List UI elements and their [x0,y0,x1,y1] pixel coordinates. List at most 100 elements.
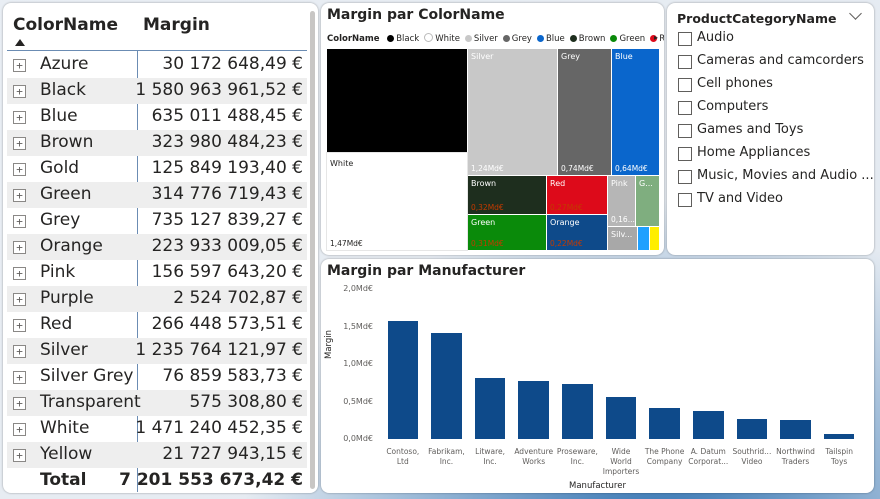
treemap-tile-yellow[interactable] [650,227,659,250]
checkbox[interactable] [678,124,692,138]
row-margin-value: 735 127 839,27 € [151,210,303,230]
table-row[interactable]: + Brown 323 980 484,23 € [7,130,307,156]
table-row[interactable]: + Silver 1 235 764 121,97 € [7,338,307,364]
legend-label: Brown [578,34,606,44]
legend-item[interactable]: Green [610,34,645,44]
table-row[interactable]: + Purple 2 524 702,87 € [7,286,307,312]
bar[interactable] [562,383,593,439]
bar[interactable] [780,420,811,439]
treemap-tile-brown[interactable]: Brown 0,32Md€ [468,176,546,214]
expand-icon[interactable]: + [13,397,26,410]
tile-value: 0,31Md€ [471,239,504,248]
x-tick-line: Tailspin [825,447,853,456]
treemap-tile-pink[interactable]: Pink 0,16... [608,176,635,226]
legend-item[interactable]: Black [387,34,419,44]
treemap-tile-azure[interactable] [638,227,649,250]
legend-item[interactable]: Silver [464,34,498,44]
expand-icon[interactable]: + [13,59,26,72]
slicer-title: ProductCategoryName [677,11,837,26]
x-tick-line: Northwind [776,447,815,456]
table-row[interactable]: + Black 1 580 963 961,52 € [7,78,307,104]
expand-icon[interactable]: + [13,85,26,98]
table-row[interactable]: + Red 266 448 573,51 € [7,312,307,338]
table-row[interactable]: + Blue 635 011 488,45 € [7,104,307,130]
column-header-colorname[interactable]: ColorName [13,15,118,35]
expand-icon[interactable]: + [13,449,26,462]
treemap-tile-g[interactable]: G... [636,176,659,226]
row-color-name: Silver Grey [40,366,134,386]
margin-by-color-treemap[interactable]: Margin par ColorName ColorName Black Whit… [321,3,664,255]
table-row[interactable]: + Silver Grey 76 859 583,73 € [7,364,307,390]
column-header-margin[interactable]: Margin [143,15,210,35]
bar[interactable] [736,418,768,439]
treemap-tile-grey[interactable]: Grey 0,74Md€ [558,49,611,175]
table-row[interactable]: + Gold 125 849 193,40 € [7,156,307,182]
bar[interactable] [474,377,506,439]
checkbox[interactable] [678,101,692,115]
bar[interactable] [605,397,637,439]
table-row[interactable]: + Yellow 21 727 943,15 € [7,442,307,468]
expand-icon[interactable]: + [13,215,26,228]
expand-icon[interactable]: + [13,371,26,384]
bar[interactable] [518,380,549,439]
x-tick-line: Traders [781,457,810,466]
slicer-item-label: Computers [697,99,769,114]
treemap-tile-silver[interactable]: Silver 1,24Md€ [468,49,557,175]
bar[interactable] [823,433,855,439]
chevron-down-icon[interactable] [849,7,862,20]
expand-icon[interactable]: + [13,163,26,176]
checkbox[interactable] [678,78,692,92]
expand-icon[interactable]: + [13,423,26,436]
bar[interactable] [693,410,724,439]
checkbox[interactable] [678,32,692,46]
legend-label: Black [396,34,420,44]
table-row[interactable]: + White 1 471 240 452,35 € [7,416,307,442]
legend-item[interactable]: Brown [569,34,606,44]
checkbox[interactable] [678,55,692,69]
treemap-tile-red[interactable]: Red 0,27Md€ [547,176,607,214]
treemap-tile-orange[interactable]: Orange 0,22Md€ [547,215,607,250]
tile-value: 1,47Md€ [330,239,363,248]
expand-icon[interactable]: + [13,189,26,202]
table-row[interactable]: + Azure 30 172 648,49 € [7,52,307,78]
margin-by-manufacturer-chart[interactable]: Margin par Manufacturer Margin 0,0Md€ 0,5… [321,259,874,493]
legend-item[interactable]: Blue [536,34,565,44]
table-row[interactable]: + Pink 156 597 643,20 € [7,260,307,286]
table-row[interactable]: + Transparent 575 308,80 € [7,390,307,416]
table-row[interactable]: + Orange 223 933 009,05 € [7,234,307,260]
bar[interactable] [387,321,419,439]
checkbox[interactable] [678,193,692,207]
treemap-tile-black[interactable] [327,49,467,153]
header-divider [7,50,307,51]
x-tick-line: World [610,457,632,466]
legend-item[interactable]: Red [650,34,664,44]
legend-item[interactable]: White [424,33,460,44]
expand-icon[interactable]: + [13,345,26,358]
row-margin-value: 635 011 488,45 € [151,106,303,126]
expand-icon[interactable]: + [13,111,26,124]
treemap-tile-white[interactable]: White 1,47Md€ [326,152,468,251]
slicer-item-label: Music, Movies and Audio ... [697,168,874,183]
product-category-slicer[interactable]: ProductCategoryName Audio Cameras and cam… [667,3,874,255]
expand-icon[interactable]: + [13,293,26,306]
expand-icon[interactable]: + [13,267,26,280]
table-row[interactable]: + Green 314 776 719,43 € [7,182,307,208]
legend-next-arrow-icon[interactable]: ▸ [654,33,659,42]
table-row[interactable]: + Grey 735 127 839,27 € [7,208,307,234]
legend-item[interactable]: Grey [502,34,532,44]
row-margin-value: 575 308,80 € [189,392,303,412]
bar[interactable] [431,332,462,439]
treemap-tile-blue[interactable]: Blue 0,64Md€ [612,49,659,175]
row-color-name: Pink [40,262,76,282]
tile-label: White [330,159,354,168]
margin-by-color-matrix[interactable]: ColorName Margin + Azure 30 172 648,49 € + B… [3,3,318,493]
checkbox[interactable] [678,170,692,184]
treemap-tile-silv[interactable]: Silv... [608,227,637,250]
expand-icon[interactable]: + [13,137,26,150]
treemap-tile-green[interactable]: Green 0,31Md€ [468,215,546,250]
expand-icon[interactable]: + [13,241,26,254]
bar[interactable] [649,407,680,439]
expand-icon[interactable]: + [13,319,26,332]
checkbox[interactable] [678,147,692,161]
matrix-scrollbar[interactable] [310,11,315,489]
